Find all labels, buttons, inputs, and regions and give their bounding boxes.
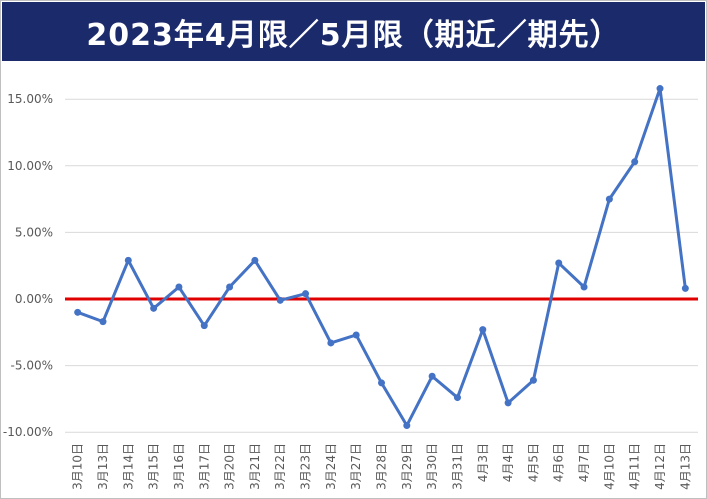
data-point bbox=[681, 284, 689, 292]
x-tick-label: 3月15日 bbox=[147, 443, 161, 490]
y-tick-label: -5.00% bbox=[11, 359, 53, 373]
data-point bbox=[352, 331, 360, 339]
y-axis-ticks: 15.00% 10.00% 5.00% 0.00% -5.00% -10.00% bbox=[3, 92, 53, 439]
x-tick-label: 4月11日 bbox=[628, 443, 642, 490]
x-tick-label: 4月13日 bbox=[678, 443, 692, 490]
data-point bbox=[479, 326, 487, 334]
data-point bbox=[605, 195, 613, 203]
y-tick-label: 5.00% bbox=[15, 225, 53, 239]
data-point bbox=[555, 259, 563, 267]
data-point bbox=[200, 322, 208, 330]
x-tick-label: 4月6日 bbox=[552, 443, 566, 482]
x-axis-ticks: 3月10日 3月13日 3月14日 3月15日 3月16日 3月17日 3月20日 3月21日… bbox=[71, 443, 693, 490]
x-tick-label: 3月13日 bbox=[96, 443, 110, 490]
data-point bbox=[251, 256, 259, 264]
x-tick-label: 3月27日 bbox=[349, 443, 363, 490]
x-tick-label: 3月30日 bbox=[425, 443, 439, 490]
x-tick-label: 4月10日 bbox=[602, 443, 616, 490]
x-tick-label: 3月31日 bbox=[450, 443, 464, 490]
x-tick-label: 4月5日 bbox=[526, 443, 540, 482]
x-tick-label: 3月20日 bbox=[223, 443, 237, 490]
series-layer bbox=[74, 85, 689, 430]
x-tick-label: 3月24日 bbox=[324, 443, 338, 490]
x-tick-label: 4月3日 bbox=[476, 443, 490, 482]
data-point bbox=[504, 399, 512, 407]
data-point bbox=[99, 318, 107, 326]
x-tick-label: 3月10日 bbox=[71, 443, 85, 490]
data-point bbox=[175, 283, 183, 291]
x-tick-label: 3月21日 bbox=[248, 443, 262, 490]
y-tick-label: 0.00% bbox=[15, 292, 53, 306]
data-point bbox=[453, 394, 461, 402]
x-tick-label: 3月29日 bbox=[400, 443, 414, 490]
data-point bbox=[124, 256, 132, 264]
data-point bbox=[327, 339, 335, 347]
x-tick-label: 4月7日 bbox=[577, 443, 591, 482]
x-tick-label: 4月4日 bbox=[501, 443, 515, 482]
series-line bbox=[77, 87, 687, 428]
data-point bbox=[226, 283, 234, 291]
data-point bbox=[631, 158, 639, 166]
x-tick-label: 3月22日 bbox=[273, 443, 287, 490]
x-tick-label: 3月23日 bbox=[299, 443, 313, 490]
chart-title: 2023年4月限／5月限（期近／期先） bbox=[86, 17, 621, 53]
x-tick-label: 3月17日 bbox=[197, 443, 211, 490]
data-point bbox=[529, 376, 537, 384]
data-point bbox=[302, 290, 310, 298]
title-bar: 2023年4月限／5月限（期近／期先） bbox=[2, 2, 705, 61]
data-point bbox=[656, 85, 664, 93]
data-point bbox=[74, 308, 82, 316]
data-point bbox=[580, 283, 588, 291]
data-point bbox=[403, 422, 411, 430]
x-tick-label: 3月16日 bbox=[172, 443, 186, 490]
x-tick-label: 4月12日 bbox=[653, 443, 667, 490]
y-tick-label: 15.00% bbox=[7, 92, 53, 106]
y-tick-label: -10.00% bbox=[3, 425, 53, 439]
x-tick-label: 3月28日 bbox=[375, 443, 389, 490]
data-point bbox=[378, 379, 385, 387]
data-point bbox=[428, 372, 436, 380]
y-tick-label: 10.00% bbox=[7, 159, 53, 173]
data-point bbox=[150, 304, 158, 312]
data-point bbox=[276, 296, 284, 304]
x-tick-label: 3月14日 bbox=[121, 443, 135, 490]
